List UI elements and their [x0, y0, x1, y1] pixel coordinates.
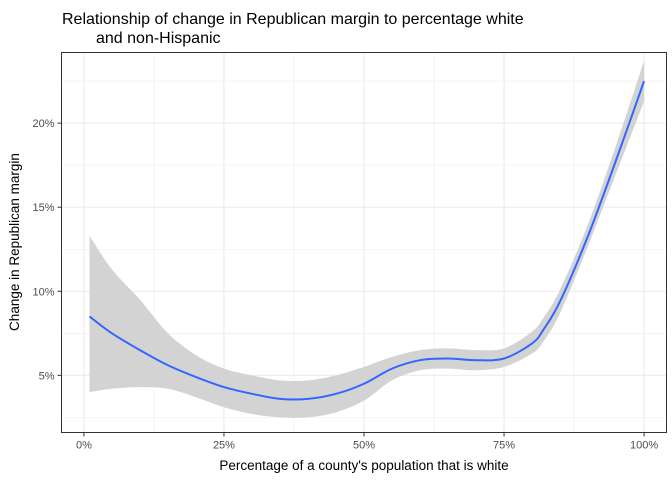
y-tick-label: 5%: [39, 370, 55, 382]
x-tick-label: 50%: [353, 440, 375, 452]
trend-line: [88, 80, 646, 401]
confidence-band: [89, 60, 645, 418]
y-tick-label: 10%: [32, 286, 54, 298]
x-tick-label: 75%: [493, 440, 515, 452]
y-axis-title: Change in Republican margin: [7, 153, 22, 331]
y-tick-label: 20%: [32, 118, 54, 130]
x-axis-title: Percentage of a county's population that…: [219, 458, 508, 473]
x-axis: 0% 25% 50% 75% 100%: [76, 432, 658, 452]
y-axis: 5% 10% 15% 20%: [32, 118, 62, 382]
chart-title-line-2: and non-Hispanic: [96, 30, 221, 47]
x-tick-label: 0%: [76, 440, 92, 452]
x-tick-label: 25%: [213, 440, 235, 452]
chart-title-line-1: Relationship of change in Republican mar…: [62, 11, 524, 28]
y-tick-label: 15%: [32, 202, 54, 214]
x-tick-label: 100%: [630, 440, 658, 452]
